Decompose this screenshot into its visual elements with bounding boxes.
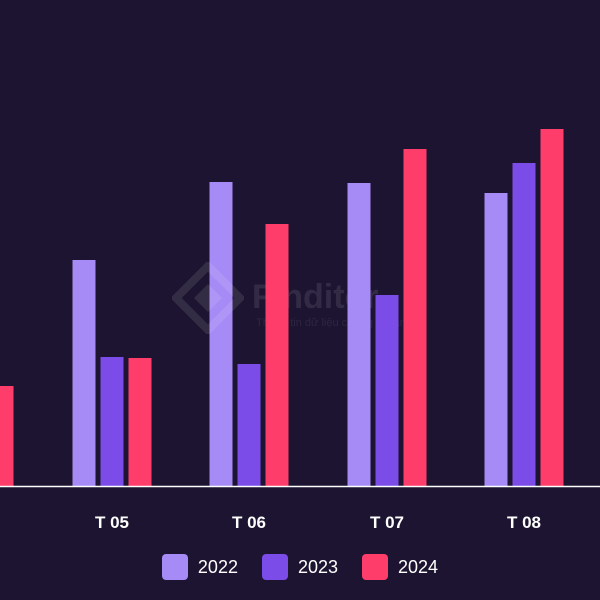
bar-2023-t06[interactable] bbox=[237, 364, 261, 486]
legend-swatch-2023 bbox=[261, 554, 288, 580]
x-tick-label: T 06 bbox=[232, 513, 266, 532]
bar-2024-t05[interactable] bbox=[128, 358, 152, 486]
x-tick-label: T 07 bbox=[370, 513, 404, 532]
legend-item-2023[interactable]: 2023 bbox=[261, 554, 339, 580]
bar-2022-t08[interactable] bbox=[484, 193, 508, 486]
bar-2022-t06[interactable] bbox=[209, 182, 233, 486]
legend-label-2024: 2024 bbox=[398, 556, 439, 577]
bar-2024-t07[interactable] bbox=[403, 149, 427, 486]
bar-2022-t07[interactable] bbox=[347, 183, 371, 486]
watermark-logo-icon bbox=[172, 262, 244, 334]
legend-swatch-2022 bbox=[161, 554, 188, 580]
bar-2024-t06[interactable] bbox=[265, 224, 289, 486]
bar-2023-t08[interactable] bbox=[512, 163, 536, 486]
x-tick-label: T 08 bbox=[507, 513, 541, 532]
bar-2024-t04[interactable] bbox=[0, 386, 14, 486]
bar-2022-t05[interactable] bbox=[72, 260, 96, 486]
legend: 2022 2023 2024 bbox=[0, 554, 600, 580]
legend-label-2023: 2023 bbox=[297, 556, 339, 577]
legend-label-2022: 2022 bbox=[197, 556, 238, 577]
bar-2023-t05[interactable] bbox=[100, 357, 124, 486]
bar-2023-t07[interactable] bbox=[375, 295, 399, 486]
legend-item-2024[interactable]: 2024 bbox=[362, 554, 438, 580]
x-tick-label: T 05 bbox=[95, 513, 129, 532]
legend-item-2022[interactable]: 2022 bbox=[161, 554, 238, 580]
bar-2024-t08[interactable] bbox=[540, 129, 564, 486]
legend-swatch-2024 bbox=[362, 554, 389, 580]
